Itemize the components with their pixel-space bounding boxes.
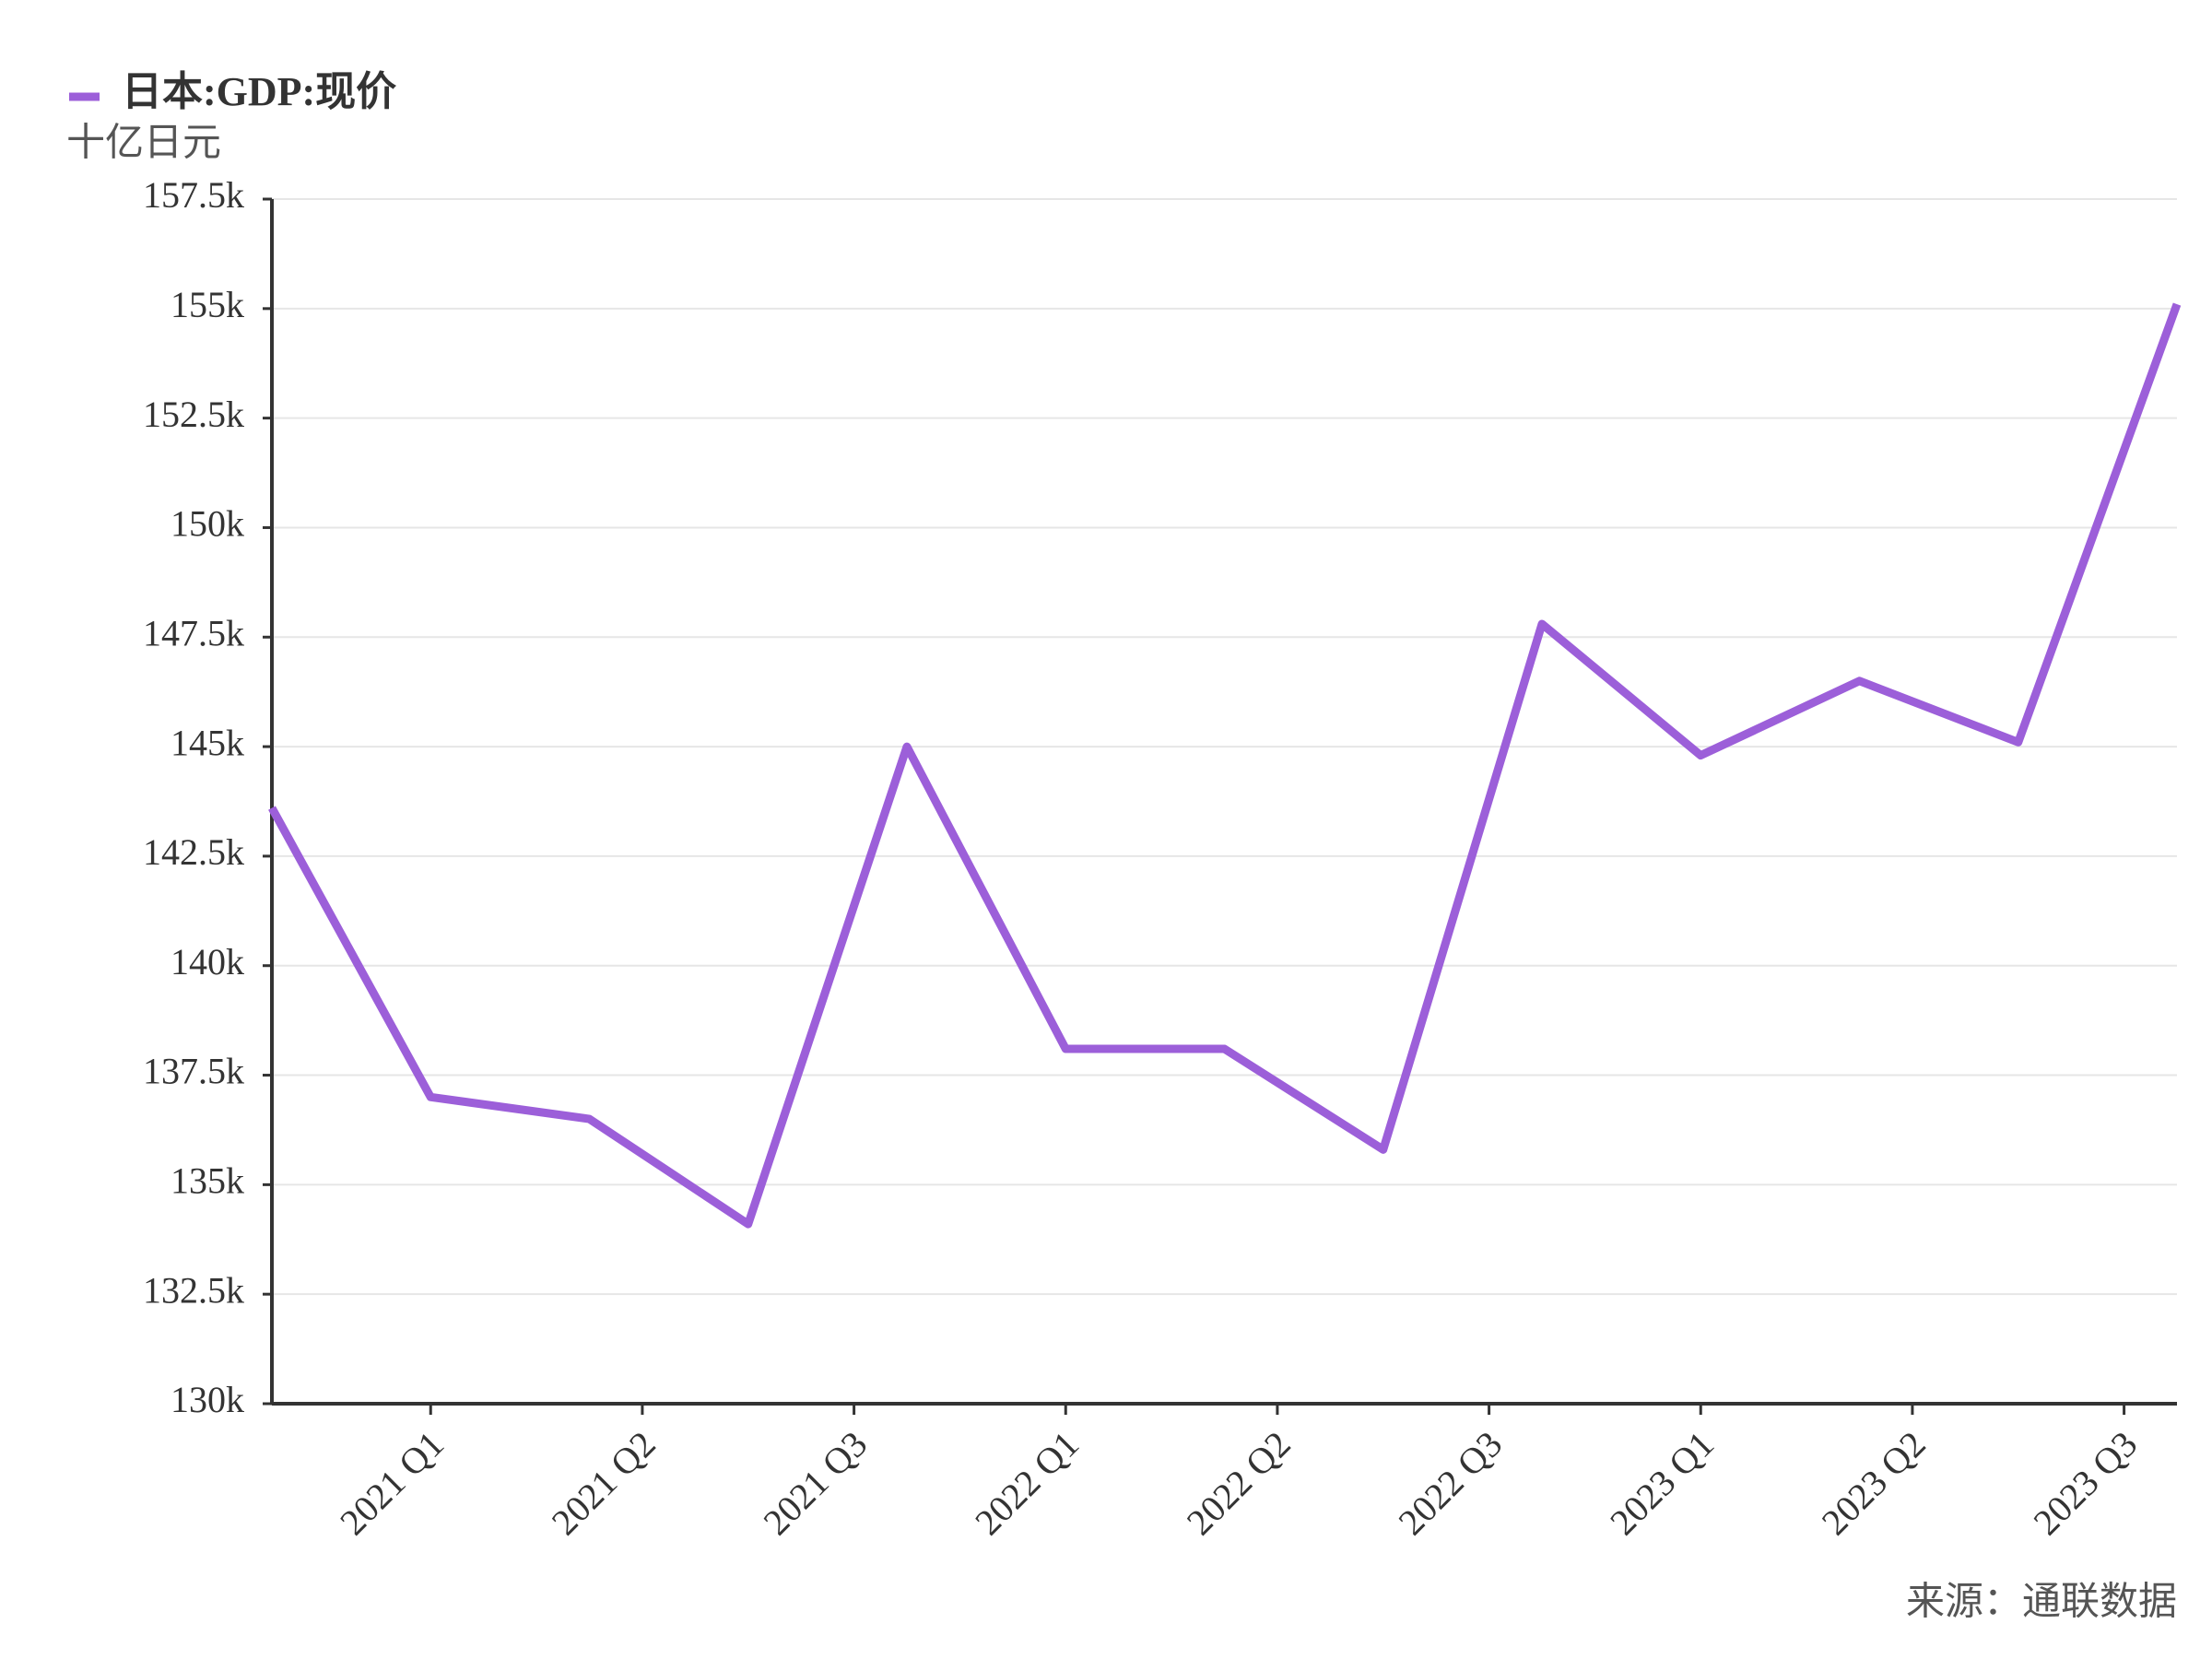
y-tick-label: 147.5k xyxy=(143,612,244,653)
y-tick-label: 150k xyxy=(171,503,244,545)
y-tick-label: 152.5k xyxy=(143,394,244,435)
y-tick-label: 157.5k xyxy=(143,174,244,216)
data-line xyxy=(268,302,2182,1229)
y-tick-label: 140k xyxy=(171,941,244,982)
legend-label: 日本:GDP:现价 xyxy=(122,69,396,114)
y-tick-label: 145k xyxy=(171,722,244,763)
source: 来源：通联数据 xyxy=(1906,1579,2177,1624)
y-axis-label: 十亿日元 xyxy=(66,120,221,165)
y-tick-label: 155k xyxy=(171,284,244,325)
y-tick-label: 137.5k xyxy=(143,1051,244,1092)
y-tick-label: 132.5k xyxy=(143,1269,244,1311)
y-tick-label: 142.5k xyxy=(143,831,244,873)
y-tick-label: 135k xyxy=(171,1160,244,1202)
y-tick-label: 130k xyxy=(171,1379,244,1420)
